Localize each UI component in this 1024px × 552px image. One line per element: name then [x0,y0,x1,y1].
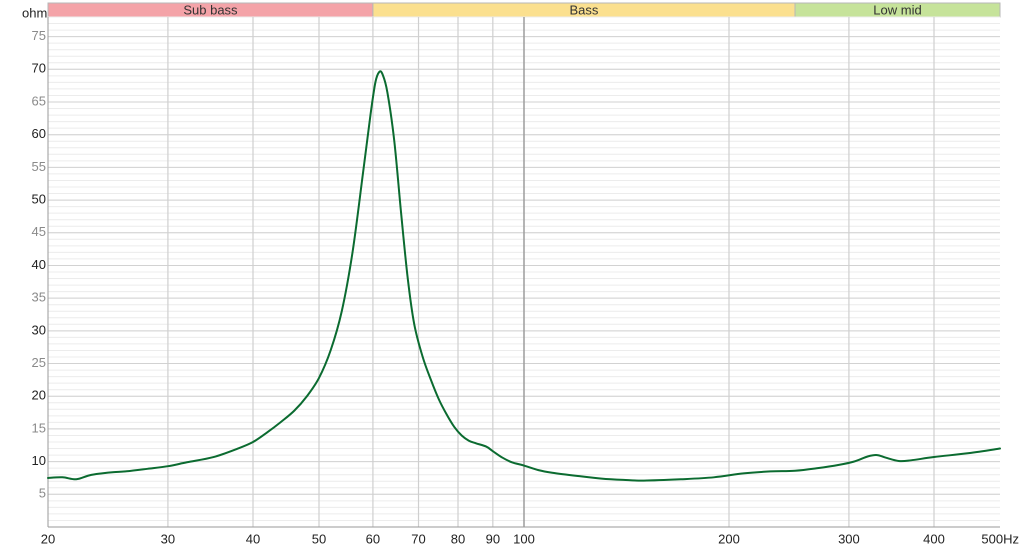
x-tick-label: 50 [312,531,326,546]
y-tick-label: 40 [32,257,46,272]
y-tick-label: 55 [32,159,46,174]
band-label-1: Bass [570,2,599,17]
band-label-2: Low mid [873,2,921,17]
x-tick-label: 70 [411,531,425,546]
axes [47,17,1000,528]
x-tick-label: 80 [451,531,465,546]
x-tick-label: 400 [923,531,945,546]
x-tick-label: 500Hz [981,531,1019,546]
y-tick-label: 70 [32,61,46,76]
band-label-0: Sub bass [183,2,238,17]
y-tick-label: 60 [32,126,46,141]
x-tick-label: 30 [161,531,175,546]
y-tick-label: 45 [32,224,46,239]
impedance-curve-0 [47,70,1001,482]
y-axis-unit-label: ohm [22,5,47,20]
y-tick-label: 10 [32,453,46,468]
y-tick-label: 35 [32,290,46,305]
y-tick-label: 50 [32,192,46,207]
x-tick-label: 200 [718,531,740,546]
y-tick-labels: 5 10 15 20 25 30 35 40 45 50 55 60 65 70 75 [32,28,46,501]
y-tick-label: 65 [32,93,46,108]
y-tick-label: 5 [39,486,46,501]
y-tick-label: 30 [32,322,46,337]
x-tick-labels: 20 30 40 50 60 70 80 90 100 200 300 400 500Hz [41,531,1019,546]
y-tick-label: 75 [32,28,46,43]
x-tick-label: 90 [486,531,500,546]
y-tick-label: 25 [32,355,46,370]
x-tick-label: 20 [41,531,55,546]
x-tick-label: 40 [246,531,260,546]
frequency-bands: Sub bass Bass Low mid [47,2,1001,18]
x-tick-label: 60 [366,531,380,546]
y-tick-label: 20 [32,388,46,403]
x-tick-label: 100 [513,531,535,546]
x-tick-label: 300 [838,531,860,546]
y-tick-label: 15 [32,420,46,435]
series-layer [47,70,1001,482]
